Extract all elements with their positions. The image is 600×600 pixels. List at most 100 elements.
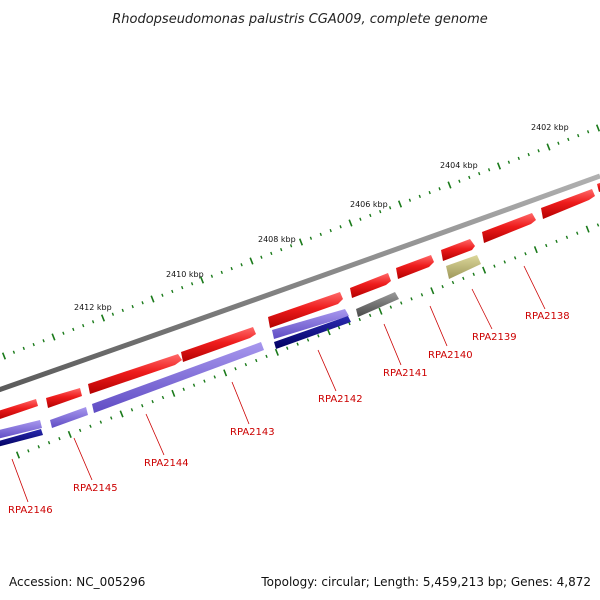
callout-rpa2142 [317, 349, 337, 392]
minor-tick [458, 179, 461, 183]
minor-tick [339, 225, 342, 229]
minor-tick [181, 285, 184, 290]
callout-rpa2144 [145, 413, 165, 456]
minor-tick [319, 232, 322, 237]
gene-rpa2142-reverse[interactable] [272, 309, 349, 339]
minor-tick [441, 284, 444, 289]
minor-tick [400, 301, 403, 305]
minor-tick [42, 339, 45, 343]
major-tick [119, 410, 124, 418]
major-tick [51, 333, 56, 341]
tick-label-2408: 2408 kbp [258, 235, 296, 244]
gene-label-rpa2146: RPA2146 [8, 505, 53, 516]
gene-rpa2146-reverse[interactable] [0, 420, 42, 439]
gene-label-rpa2142: RPA2142 [318, 394, 363, 405]
major-tick [378, 307, 383, 315]
gene-rpa2142-reverse-dark[interactable] [274, 316, 351, 349]
minor-tick [182, 387, 185, 391]
gene-rpa2139-khaki[interactable] [446, 255, 481, 279]
gene-label-rpa2141: RPA2141 [383, 368, 428, 379]
minor-tick [286, 346, 289, 350]
gene-rpa2146-forward[interactable] [0, 399, 38, 420]
minor-tick [27, 449, 30, 453]
minor-tick [110, 416, 113, 420]
minor-tick [468, 175, 471, 180]
inner-tick-ring [15, 223, 600, 459]
gene-rpa2141-forward[interactable] [350, 273, 391, 298]
gene-label-rpa2140: RPA2140 [428, 350, 473, 361]
minor-tick [244, 362, 248, 367]
minor-tick [255, 358, 258, 363]
minor-tick [203, 379, 206, 383]
gene-label-rpa2143: RPA2143 [230, 427, 275, 438]
gene-rpa2139-forward[interactable] [441, 239, 475, 261]
major-tick [585, 225, 590, 233]
minor-tick [289, 244, 293, 248]
minor-tick [210, 274, 214, 278]
major-tick [171, 389, 176, 397]
minor-tick [358, 317, 361, 322]
callout-rpa2145 [73, 437, 93, 481]
minor-tick [329, 228, 332, 233]
gene-rpa2143-forward[interactable] [181, 327, 256, 362]
minor-tick [596, 223, 600, 227]
minor-tick [296, 342, 299, 346]
minor-tick [91, 320, 95, 324]
minor-tick [507, 160, 511, 164]
forward-strand [0, 181, 600, 420]
major-tick [533, 246, 538, 254]
minor-tick [517, 156, 520, 161]
gene-rpa2141-gray[interactable] [356, 292, 399, 317]
minor-tick [47, 441, 51, 445]
gene-rpa2138-forward[interactable] [482, 213, 536, 243]
gene-label-rpa2144: RPA2144 [144, 458, 189, 469]
minor-tick [368, 313, 372, 318]
gene-rpa2146-reverse-dark[interactable] [0, 429, 43, 447]
gene-rpa2140-forward[interactable] [396, 255, 434, 279]
tick-label-2412: 2412 kbp [74, 303, 112, 312]
minor-tick [141, 301, 144, 305]
minor-tick [410, 297, 413, 301]
accession-text: Accession: NC_005296 [9, 575, 145, 589]
gene-rpa2144-reverse[interactable] [92, 342, 264, 413]
gene-rpa2144-forward[interactable] [88, 354, 182, 394]
minor-tick [369, 213, 372, 218]
gene-label-rpa2138: RPA2138 [525, 311, 570, 322]
minor-tick [408, 198, 412, 202]
minor-tick [121, 308, 124, 313]
gene-forward-edge[interactable] [597, 181, 600, 192]
minor-tick [428, 190, 431, 195]
minor-tick [82, 323, 85, 328]
minor-tick [557, 141, 560, 145]
minor-tick [389, 305, 393, 309]
major-tick [100, 314, 106, 322]
gene-rpa2142-forward[interactable] [268, 292, 343, 328]
major-tick [1, 352, 7, 360]
minor-tick [537, 149, 540, 153]
reverse-strand [0, 255, 481, 447]
minor-tick [12, 350, 16, 354]
major-tick [430, 287, 435, 295]
minor-tick [451, 280, 455, 285]
minor-tick [240, 263, 243, 267]
major-tick [348, 219, 353, 227]
minor-tick [111, 312, 115, 316]
minor-tick [99, 420, 103, 424]
tick-label-2402: 2402 kbp [531, 123, 569, 132]
genome-summary-text: Topology: circular; Length: 5,459,213 bp… [260, 575, 591, 589]
minor-tick [545, 243, 548, 248]
minor-tick [280, 247, 283, 252]
minor-tick [151, 399, 154, 404]
gene-rpa2145-reverse[interactable] [50, 407, 88, 428]
minor-tick [37, 445, 40, 449]
gene-rpa2145-forward[interactable] [46, 388, 82, 408]
gene-forward-extra[interactable] [541, 189, 595, 219]
major-tick [150, 295, 155, 303]
minor-tick [190, 282, 194, 286]
major-tick [397, 200, 403, 208]
major-tick [546, 143, 551, 151]
minor-tick [317, 334, 320, 338]
gene-callouts: RPA2138 RPA2139 RPA2140 RPA2141 RPA2142 … [8, 265, 570, 516]
callout-rpa2140 [429, 305, 448, 347]
